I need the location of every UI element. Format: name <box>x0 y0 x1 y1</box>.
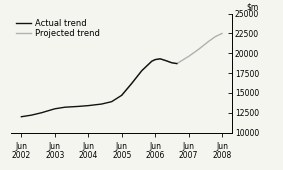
Line: Projected trend: Projected trend <box>122 33 222 95</box>
Actual trend <box>40 112 43 114</box>
Projected trend <box>158 58 162 60</box>
Projected trend <box>153 59 157 61</box>
Projected trend <box>197 48 200 50</box>
Actual trend <box>150 60 153 62</box>
Actual trend <box>164 59 167 61</box>
Projected trend <box>187 55 190 57</box>
Legend: Actual trend, Projected trend: Actual trend, Projected trend <box>16 18 101 39</box>
Projected trend <box>175 63 179 65</box>
Projected trend <box>170 62 173 64</box>
Projected trend <box>140 70 143 72</box>
Line: Actual trend: Actual trend <box>21 59 177 117</box>
Projected trend <box>164 59 167 61</box>
Projected trend <box>207 40 210 42</box>
Actual trend <box>100 103 103 105</box>
Actual trend <box>130 82 133 84</box>
Actual trend <box>30 114 33 116</box>
Actual trend <box>76 105 80 107</box>
Text: $m: $m <box>246 2 259 11</box>
Actual trend <box>20 116 23 118</box>
Actual trend <box>153 59 157 61</box>
Actual trend <box>158 58 162 60</box>
Actual trend <box>110 101 113 103</box>
Projected trend <box>120 94 123 96</box>
Actual trend <box>63 106 67 108</box>
Actual trend <box>120 94 123 96</box>
Projected trend <box>220 32 224 35</box>
Projected trend <box>214 36 217 38</box>
Actual trend <box>53 108 57 110</box>
Actual trend <box>140 70 143 72</box>
Actual trend <box>87 105 90 107</box>
Projected trend <box>150 60 153 62</box>
Actual trend <box>170 62 173 64</box>
Actual trend <box>175 63 179 65</box>
Projected trend <box>130 82 133 84</box>
